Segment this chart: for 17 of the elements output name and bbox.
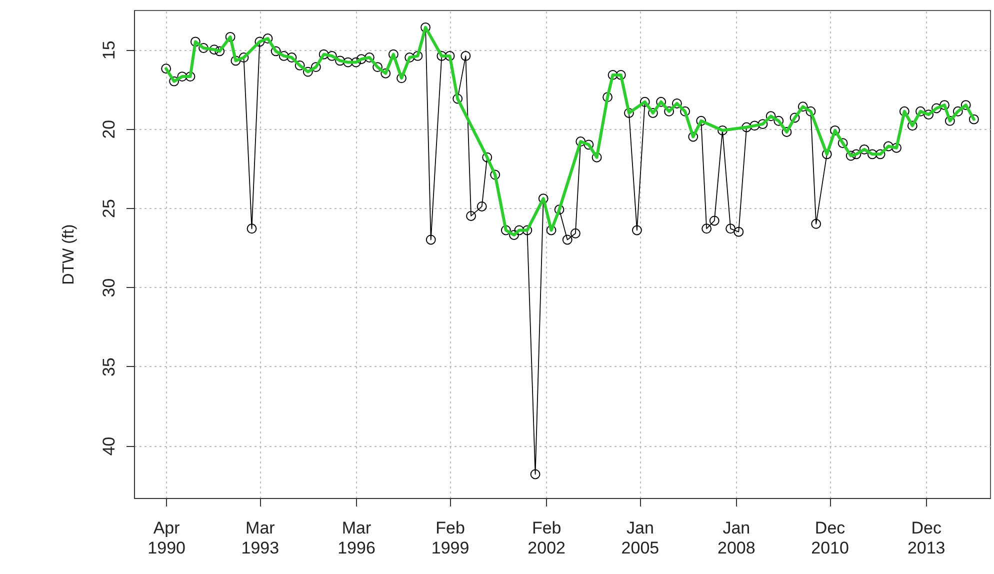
x-tick-label: Apr 1990 <box>148 518 186 558</box>
x-tick-label: Feb 1999 <box>431 518 470 558</box>
y-tick-label: 30 <box>100 278 118 298</box>
x-tick-label: Mar 1996 <box>338 518 376 558</box>
x-tick-label: Jan 2005 <box>621 518 660 558</box>
y-tick-label: 25 <box>100 199 118 218</box>
y-axis-title: DTW (ft) <box>60 224 78 285</box>
y-tick-label: 40 <box>100 436 118 456</box>
y-tick-label: 35 <box>100 358 118 376</box>
x-tick-label: Dec 2010 <box>811 518 849 558</box>
y-tick-label: 20 <box>100 120 118 139</box>
x-tick-label: Mar 1993 <box>241 518 280 558</box>
y-tick-label: 15 <box>100 40 118 60</box>
x-tick-label: Dec 2013 <box>907 518 946 558</box>
x-tick-label: Feb 2002 <box>528 518 566 558</box>
line-series <box>164 26 976 236</box>
x-tick-label: Jan 2008 <box>718 518 756 558</box>
